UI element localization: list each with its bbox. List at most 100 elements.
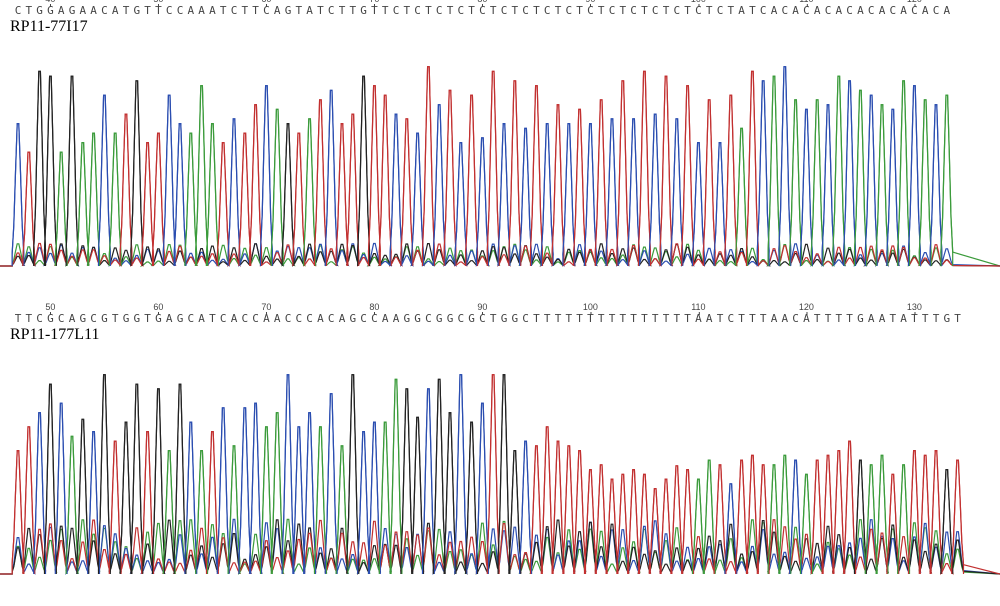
base: T — [954, 312, 961, 325]
dominant-peak — [703, 100, 715, 266]
dominant-peak — [304, 413, 316, 574]
base: A — [79, 4, 86, 17]
base: G — [123, 312, 130, 325]
base: A — [209, 4, 216, 17]
base: T — [760, 312, 767, 325]
base: C — [792, 312, 799, 325]
base: T — [911, 312, 918, 325]
dominant-peak — [217, 143, 229, 266]
base: T — [749, 312, 756, 325]
dominant-peak — [250, 403, 262, 574]
bottom-trace-svg — [0, 348, 1000, 578]
base: A — [187, 4, 194, 17]
dominant-peak — [423, 389, 435, 574]
dominant-peak — [628, 470, 640, 574]
base: A — [835, 4, 842, 17]
dominant-peak — [196, 86, 208, 266]
base: C — [825, 4, 832, 17]
base: T — [155, 4, 162, 17]
base: T — [922, 312, 929, 325]
base: C — [933, 4, 940, 17]
base: C — [457, 4, 464, 17]
dominant-peak — [45, 76, 57, 266]
base: C — [36, 312, 43, 325]
dominant-peak — [174, 384, 186, 574]
base: C — [414, 4, 421, 17]
base: T — [814, 312, 821, 325]
dominant-peak — [477, 138, 489, 266]
bottom-trace-area — [0, 348, 1000, 578]
base: C — [868, 4, 875, 17]
dominant-peak — [801, 109, 813, 266]
dominant-peak — [736, 128, 748, 266]
base: C — [360, 312, 367, 325]
base: C — [501, 4, 508, 17]
base: G — [943, 312, 950, 325]
base: C — [760, 4, 767, 17]
base: C — [371, 312, 378, 325]
base: T — [339, 4, 346, 17]
base: C — [457, 312, 464, 325]
base: A — [900, 312, 907, 325]
base: G — [360, 4, 367, 17]
base: A — [943, 4, 950, 17]
base: T — [889, 312, 896, 325]
base: C — [727, 312, 734, 325]
base: G — [36, 4, 43, 17]
base: C — [479, 4, 486, 17]
base: C — [522, 312, 529, 325]
dominant-peak — [358, 76, 370, 266]
base: A — [857, 4, 864, 17]
dominant-peak — [563, 124, 575, 266]
base: A — [879, 4, 886, 17]
base: G — [101, 312, 108, 325]
base: A — [879, 312, 886, 325]
base: A — [166, 312, 173, 325]
dominant-peak — [325, 394, 337, 574]
base: A — [263, 312, 270, 325]
dominant-peak — [876, 105, 888, 266]
base: T — [619, 312, 626, 325]
base: C — [328, 4, 335, 17]
base: C — [220, 312, 227, 325]
bottom-label: RP11-177L11 — [10, 326, 99, 344]
dominant-peak — [120, 114, 132, 266]
base: G — [47, 4, 54, 17]
base: T — [576, 4, 583, 17]
dominant-peak — [628, 119, 640, 266]
base: T — [663, 4, 670, 17]
dominant-peak — [207, 124, 219, 266]
base: T — [555, 312, 562, 325]
dominant-peak — [779, 67, 791, 266]
dominant-peak — [563, 446, 575, 574]
base: G — [47, 312, 54, 325]
dominant-peak — [768, 76, 780, 266]
base: C — [252, 312, 259, 325]
base: G — [403, 312, 410, 325]
dominant-peak — [369, 86, 381, 266]
base: A — [900, 4, 907, 17]
base: A — [90, 4, 97, 17]
dominant-peak — [271, 413, 283, 574]
base: A — [317, 312, 324, 325]
dominant-peak — [88, 133, 100, 266]
axis-tick: 70 — [261, 302, 271, 312]
base: T — [555, 4, 562, 17]
base: T — [673, 312, 680, 325]
base: T — [652, 312, 659, 325]
base: G — [501, 312, 508, 325]
base: T — [598, 312, 605, 325]
base: T — [933, 312, 940, 325]
base: A — [198, 312, 205, 325]
base: C — [177, 4, 184, 17]
dominant-peak — [919, 100, 931, 266]
base: C — [717, 4, 724, 17]
base: G — [177, 312, 184, 325]
base: C — [911, 4, 918, 17]
base: T — [144, 312, 151, 325]
dominant-peak — [541, 124, 553, 266]
base: T — [209, 312, 216, 325]
dominant-peak — [930, 105, 942, 266]
base: G — [349, 312, 356, 325]
dominant-peak — [757, 81, 769, 266]
